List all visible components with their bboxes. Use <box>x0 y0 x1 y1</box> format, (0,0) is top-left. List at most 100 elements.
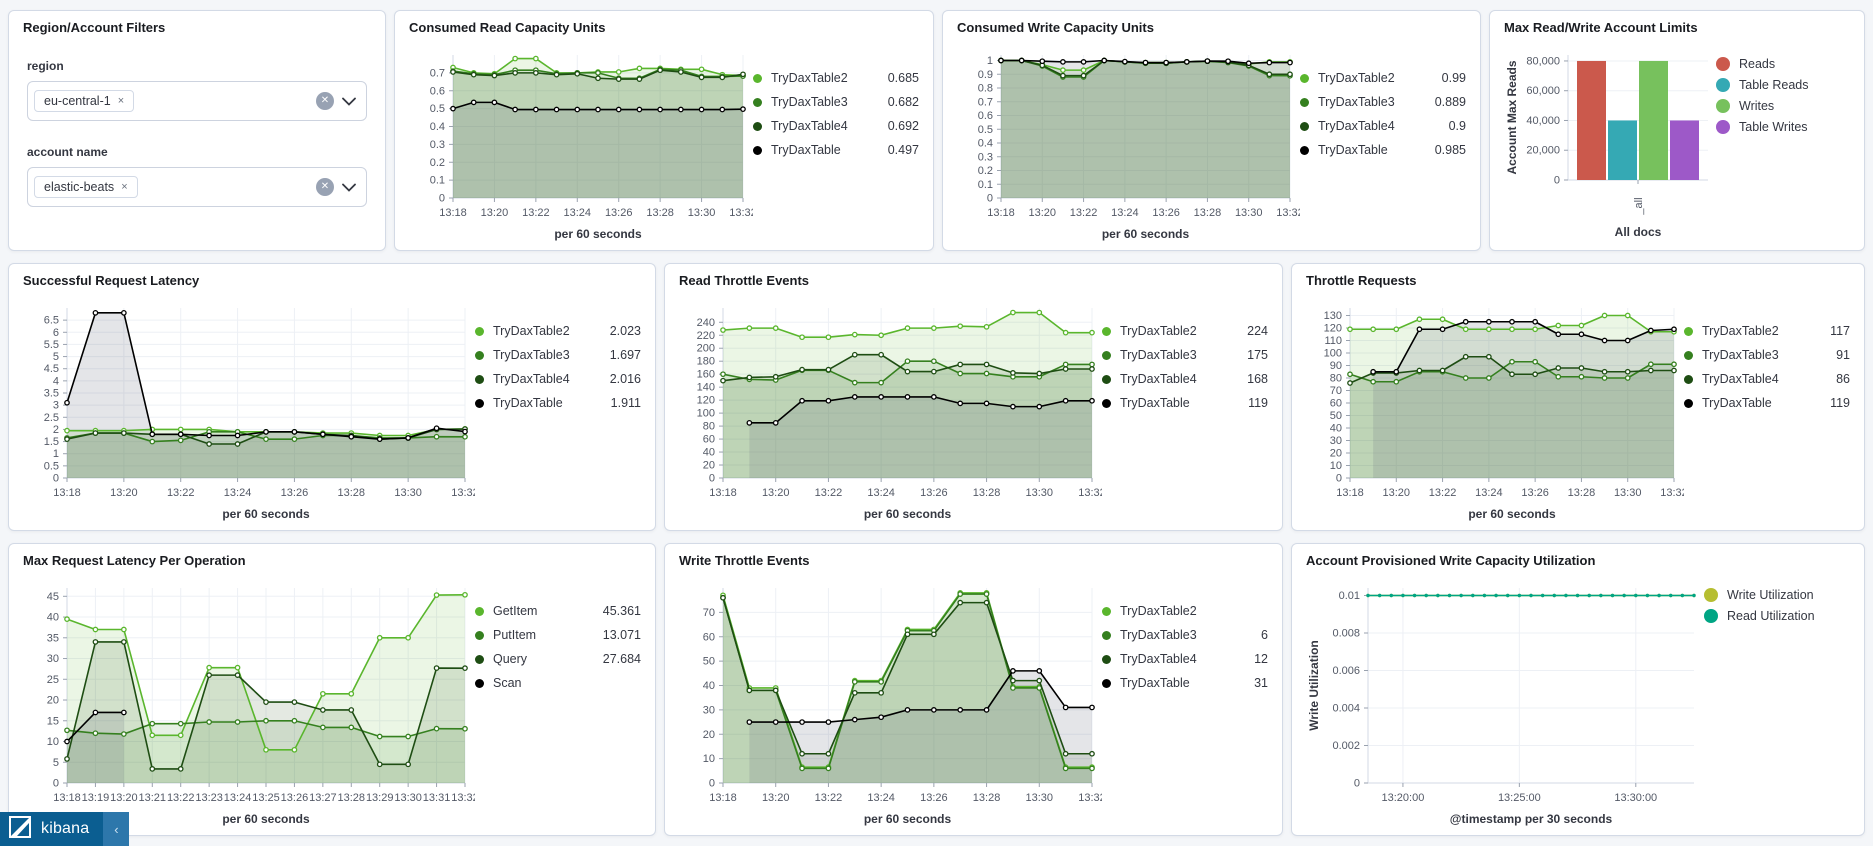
chevron-down-icon[interactable] <box>342 97 356 106</box>
legend-value: 0.682 <box>887 95 919 109</box>
legend-item-trydaxtable3[interactable]: TryDaxTable3 175 <box>1102 348 1268 362</box>
legend-item-trydaxtable2[interactable]: TryDaxTable2 0.99 <box>1300 71 1466 85</box>
legend-label: TryDaxTable3 <box>1702 348 1779 362</box>
clear-selection-icon[interactable]: ✕ <box>316 92 334 110</box>
region-pill[interactable]: eu-central-1 × <box>34 90 135 112</box>
legend-value: 1.911 <box>610 396 641 410</box>
svg-text:13:22: 13:22 <box>1070 207 1098 219</box>
panel-max-account-limits: Max Read/Write Account Limits 0 20,000 40,… <box>1489 10 1865 251</box>
legend-dot-icon <box>475 630 484 640</box>
chevron-down-icon[interactable] <box>342 183 356 192</box>
legend-item-reads[interactable]: Reads <box>1716 57 1850 71</box>
account-pill[interactable]: elastic-beats × <box>34 176 138 198</box>
legend-item-trydaxtable2[interactable]: TryDaxTable2 0.685 <box>753 71 919 85</box>
legend-item-trydaxtable[interactable]: TryDaxTable 0.497 <box>753 143 919 157</box>
legend-item-trydaxtable[interactable]: TryDaxTable 0.985 <box>1300 143 1466 157</box>
legend-item-write-utilization[interactable]: Write Utilization <box>1704 588 1850 602</box>
svg-text:0.4: 0.4 <box>978 138 993 150</box>
svg-text:5.5: 5.5 <box>44 339 59 351</box>
legend-item-trydaxtable2[interactable]: TryDaxTable2 117 <box>1684 324 1850 338</box>
clear-selection-icon[interactable]: ✕ <box>316 178 334 196</box>
legend-item-trydaxtable4[interactable]: TryDaxTable4 168 <box>1102 372 1268 386</box>
svg-text:13:28: 13:28 <box>1194 207 1222 219</box>
svg-text:13:26: 13:26 <box>920 792 948 804</box>
legend-item-trydaxtable4[interactable]: TryDaxTable4 0.9 <box>1300 119 1466 133</box>
legend-item-query[interactable]: Query 27.684 <box>475 652 641 666</box>
panel-successful-request-latency: Successful Request Latency 0 0.5 1 1.5 2 2.5 3… <box>8 263 656 531</box>
svg-text:13:32: 13:32 <box>1276 207 1300 219</box>
legend-item-getitem[interactable]: GetItem 45.361 <box>475 604 641 618</box>
filter-field-region: region eu-central-1 × ✕ <box>27 59 367 121</box>
svg-text:13:22: 13:22 <box>167 792 195 804</box>
legend-item-putitem[interactable]: PutItem 13.071 <box>475 628 641 642</box>
legend-item-trydaxtable3[interactable]: TryDaxTable3 1.697 <box>475 348 641 362</box>
legend-value: 0.889 <box>1434 95 1466 109</box>
svg-text:0.3: 0.3 <box>430 139 445 151</box>
legend-label: TryDaxTable3 <box>1120 348 1197 362</box>
legend-label: TryDaxTable4 <box>1120 372 1197 386</box>
svg-text:13:18: 13:18 <box>709 792 737 804</box>
legend-label: Reads <box>1739 57 1776 71</box>
legend-label: TryDaxTable4 <box>771 119 848 133</box>
kibana-logo-text: kibana <box>41 820 90 837</box>
remove-pill-icon[interactable]: × <box>117 95 125 107</box>
legend-dot-icon <box>1684 326 1693 336</box>
svg-text:per 60 seconds: per 60 seconds <box>864 507 952 521</box>
legend-item-table-writes[interactable]: Table Writes <box>1716 120 1850 134</box>
legend-item-table-reads[interactable]: Table Reads <box>1716 78 1850 92</box>
collapse-nav-button[interactable]: ‹ <box>103 812 130 846</box>
panel-body: 0 0.1 0.2 0.3 0.4 0.5 0.6 0.7 0.8 0.9 1 13:18 13:20 1… <box>955 41 1472 246</box>
legend-value: 2.023 <box>609 324 641 338</box>
legend-item-trydaxtable[interactable]: TryDaxTable 119 <box>1684 396 1850 410</box>
legend-item-read-utilization[interactable]: Read Utilization <box>1704 609 1850 623</box>
svg-text:0: 0 <box>1354 778 1360 790</box>
legend-item-trydaxtable4[interactable]: TryDaxTable4 2.016 <box>475 372 641 386</box>
svg-text:0: 0 <box>53 778 59 790</box>
legend-item-trydaxtable2[interactable]: TryDaxTable2 <box>1102 604 1268 618</box>
legend-label: Write Utilization <box>1727 588 1814 602</box>
svg-text:0: 0 <box>709 473 715 485</box>
legend-item-trydaxtable[interactable]: TryDaxTable 119 <box>1102 396 1268 410</box>
svg-text:120: 120 <box>1324 323 1342 335</box>
svg-text:13:32: 13:32 <box>1078 792 1102 804</box>
legend-dot-icon <box>1684 398 1693 408</box>
svg-text:30: 30 <box>1330 435 1342 447</box>
legend-item-trydaxtable[interactable]: TryDaxTable 31 <box>1102 676 1268 690</box>
region-pill-label: eu-central-1 <box>44 94 111 108</box>
legend-item-trydaxtable[interactable]: TryDaxTable 1.911 <box>475 396 641 410</box>
svg-text:13:22: 13:22 <box>167 487 195 499</box>
legend-item-trydaxtable3[interactable]: TryDaxTable3 6 <box>1102 628 1268 642</box>
panel-read-throttle-events: Read Throttle Events 0 20 40 60 80 100 120 140 1… <box>664 263 1283 531</box>
legend-dot-icon <box>475 678 484 688</box>
legend-dot-icon <box>1716 78 1730 92</box>
legend-item-trydaxtable3[interactable]: TryDaxTable3 91 <box>1684 348 1850 362</box>
svg-text:35: 35 <box>47 632 59 644</box>
legend-dot-icon <box>753 145 762 155</box>
svg-text:13:20: 13:20 <box>1383 487 1411 499</box>
legend-label: Read Utilization <box>1727 609 1815 623</box>
svg-text:13:21: 13:21 <box>139 792 167 804</box>
svg-text:3.5: 3.5 <box>44 388 59 400</box>
legend-item-trydaxtable2[interactable]: TryDaxTable2 224 <box>1102 324 1268 338</box>
svg-text:per 60 seconds: per 60 seconds <box>1468 507 1556 521</box>
legend-item-scan[interactable]: Scan <box>475 676 641 690</box>
region-combo-box[interactable]: eu-central-1 × ✕ <box>27 81 367 121</box>
svg-text:40: 40 <box>703 680 715 692</box>
remove-pill-icon[interactable]: × <box>121 181 128 193</box>
legend-item-trydaxtable3[interactable]: TryDaxTable3 0.889 <box>1300 95 1466 109</box>
legend-item-trydaxtable4[interactable]: TryDaxTable4 0.692 <box>753 119 919 133</box>
legend-item-writes[interactable]: Writes <box>1716 99 1850 113</box>
svg-text:0.002: 0.002 <box>1332 740 1360 752</box>
legend-item-trydaxtable4[interactable]: TryDaxTable4 86 <box>1684 372 1850 386</box>
svg-text:13:30: 13:30 <box>394 487 422 499</box>
legend-item-trydaxtable3[interactable]: TryDaxTable3 0.682 <box>753 95 919 109</box>
chart-canvas: 0 0.5 1 1.5 2 2.5 3 3.5 4 4.5 5 5.5 6 6.5 13:18 13:20 13… <box>21 294 475 526</box>
svg-text:per 60 seconds: per 60 seconds <box>222 507 310 521</box>
legend-item-trydaxtable4[interactable]: TryDaxTable4 12 <box>1102 652 1268 666</box>
svg-text:13:24: 13:24 <box>224 792 252 804</box>
legend-item-trydaxtable2[interactable]: TryDaxTable2 2.023 <box>475 324 641 338</box>
panel-max-request-latency-per-operation: Max Request Latency Per Operation 0 5 10 15… <box>8 543 656 836</box>
account-name-combo-box[interactable]: elastic-beats × ✕ <box>27 167 367 207</box>
svg-text:0: 0 <box>1336 473 1342 485</box>
svg-text:13:30: 13:30 <box>1026 792 1054 804</box>
